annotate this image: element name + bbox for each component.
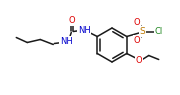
Text: S: S xyxy=(140,27,146,36)
Text: O: O xyxy=(135,56,142,65)
Text: NH: NH xyxy=(60,37,73,46)
Text: O: O xyxy=(133,36,140,45)
Text: O: O xyxy=(133,18,140,27)
Text: NH: NH xyxy=(78,26,91,35)
Text: Cl: Cl xyxy=(155,27,163,36)
Text: O: O xyxy=(69,16,76,25)
